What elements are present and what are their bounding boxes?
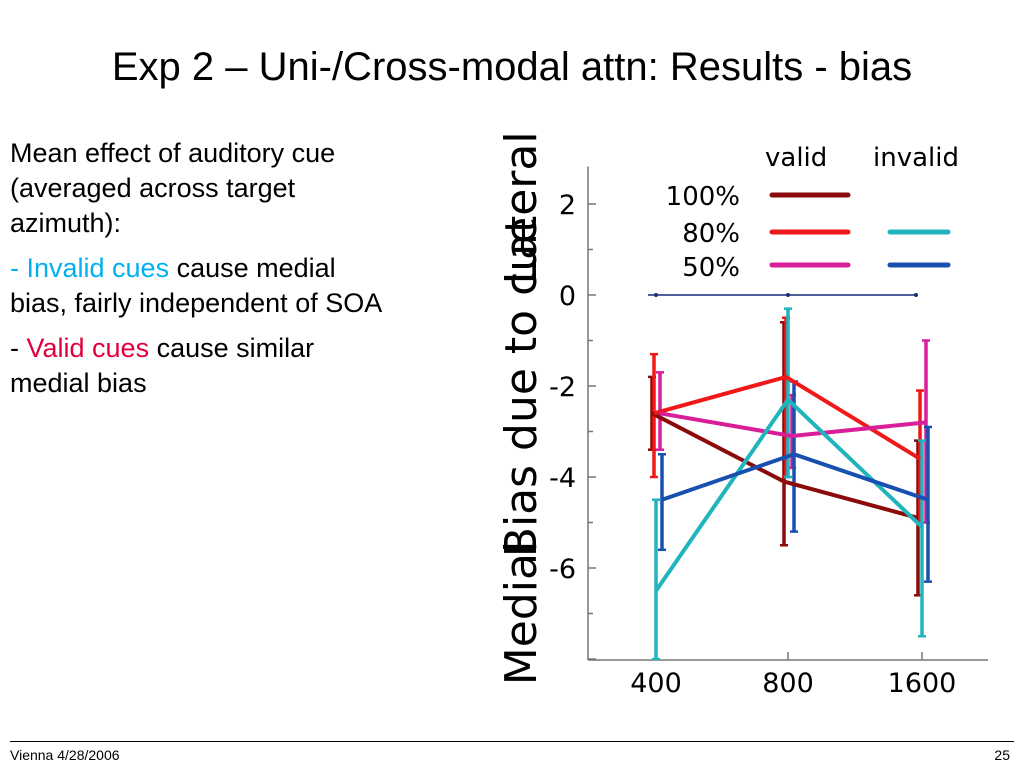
y-axis-label: Bias due to cue xyxy=(496,217,547,557)
y-direction-medial: Medial xyxy=(496,541,547,685)
y-tick-label: 0 xyxy=(559,281,576,312)
slide-body: Mean effect of auditory cue (averaged ac… xyxy=(10,136,390,411)
series-line-valid-80 xyxy=(653,374,922,461)
y-direction-lateral: Lateral xyxy=(496,131,547,284)
zero-reference-marker xyxy=(786,293,790,297)
intro-text: Mean effect of auditory cue (averaged ac… xyxy=(10,138,336,238)
x-tick-labels: 400 800 1600 xyxy=(630,668,956,699)
series-lines xyxy=(651,374,929,592)
bullet-valid-rest: cause similar medial bias xyxy=(10,333,315,398)
valid-cues-highlight: Valid cues xyxy=(26,333,150,363)
zero-reference-marker xyxy=(914,293,918,297)
legend-row-50: 50% xyxy=(682,253,740,283)
y-tick-label: -4 xyxy=(549,463,576,494)
x-tick-label: 1600 xyxy=(888,668,957,699)
chart-legend: valid invalid 100% 80% 50% xyxy=(666,143,959,283)
bullet-invalid-rest: cause medial bias, fairly independent of… xyxy=(10,253,383,318)
zero-reference-line xyxy=(648,293,918,297)
bullet-valid-prefix: - xyxy=(10,333,27,363)
bias-chart: 2 0 -2 -4 -6 400 800 1600 valid invalid 100% 8… xyxy=(496,131,988,699)
legend-header-invalid: invalid xyxy=(873,143,959,173)
invalid-cues-highlight: - Invalid cues xyxy=(10,253,170,283)
legend-row-80: 80% xyxy=(682,219,740,249)
y-tick-label: 2 xyxy=(559,190,576,221)
zero-reference-marker xyxy=(654,293,658,297)
series-line-valid-50 xyxy=(659,411,927,439)
bullet-invalid: - Invalid cues cause medial bias, fairly… xyxy=(10,251,390,321)
y-tick-labels: 2 0 -2 -4 -6 xyxy=(549,190,576,585)
bullet-valid: - Valid cues cause similar medial bias xyxy=(10,331,390,401)
footer-divider xyxy=(10,741,1014,742)
slide-title: Exp 2 – Uni-/Cross-modal attn: Results -… xyxy=(111,45,913,89)
y-tick-label: -2 xyxy=(549,372,576,403)
series-line-invalid-50 xyxy=(661,452,929,502)
x-tick-label: 800 xyxy=(762,668,814,699)
x-tick-label: 400 xyxy=(630,668,682,699)
legend-row-100: 100% xyxy=(666,182,740,212)
y-tick-label: -6 xyxy=(549,554,576,585)
page-number: 25 xyxy=(994,747,1010,763)
legend-header-valid: valid xyxy=(765,143,827,173)
footer-venue-date: Vienna 4/28/2006 xyxy=(10,747,120,763)
series-line-valid-100 xyxy=(651,411,919,520)
